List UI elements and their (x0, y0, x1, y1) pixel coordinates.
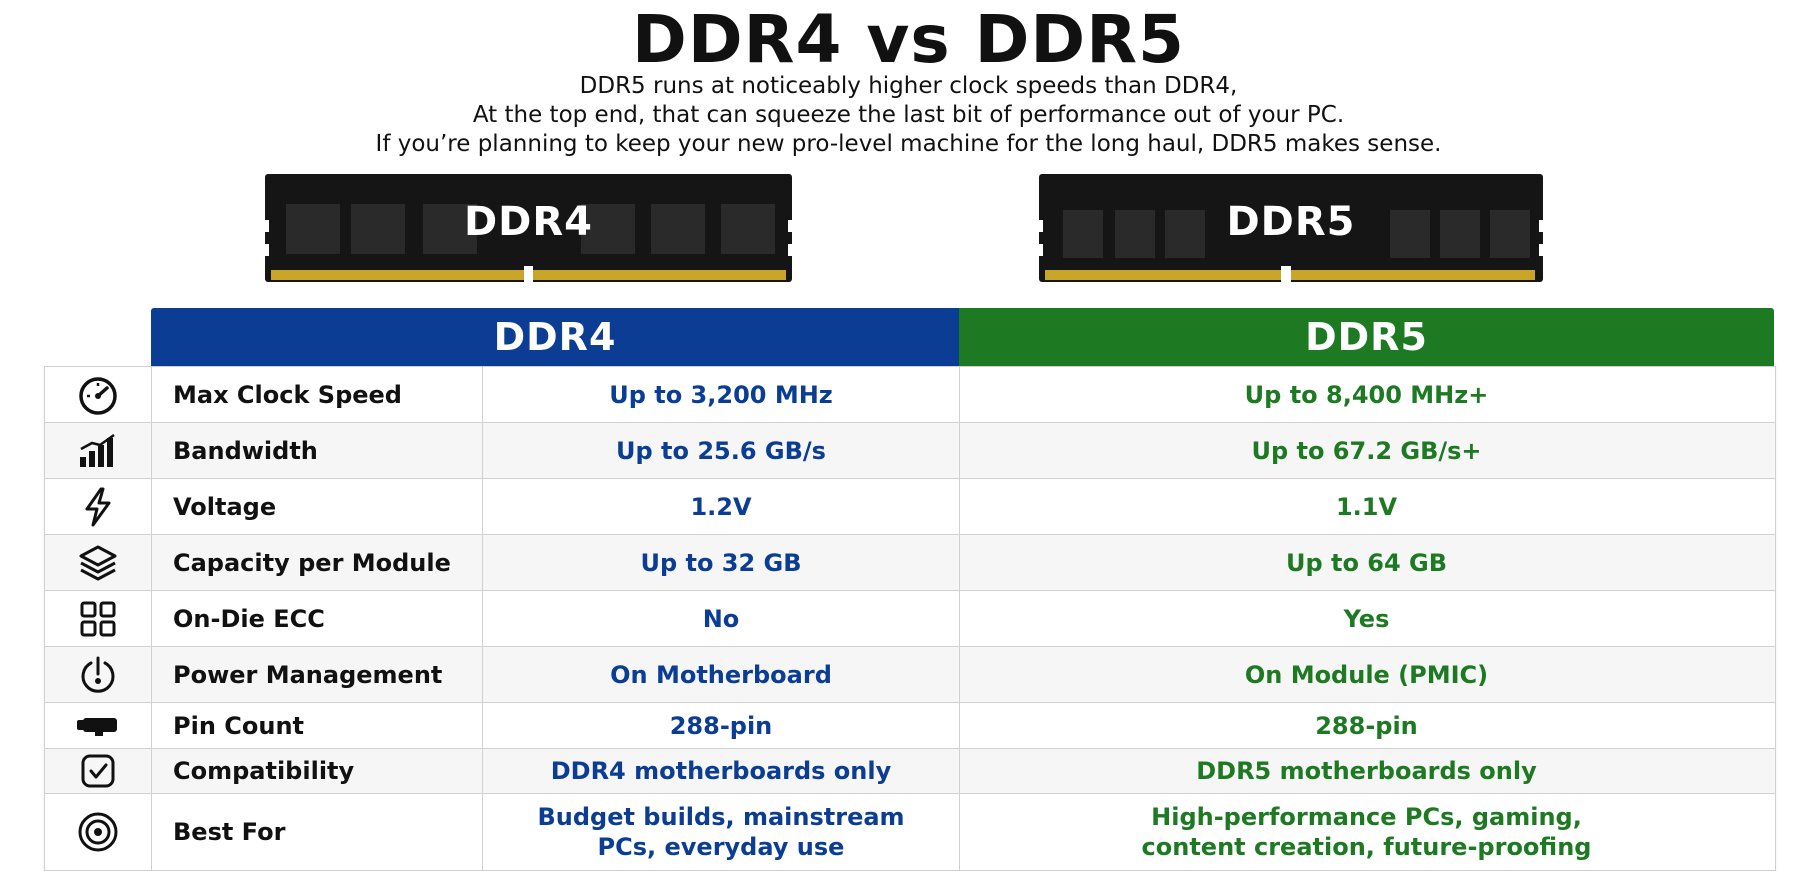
row-label: Bandwidth (152, 423, 483, 478)
ddr5-value: Up to 8,400 MHz+ (1244, 380, 1489, 409)
ddr4-value: Up to 3,200 MHz (483, 367, 960, 422)
layers-icon (45, 535, 152, 590)
checkbox-icon (45, 749, 152, 793)
ddr5-value: DDR5 motherboards only (1196, 757, 1537, 785)
grid-squares-icon (45, 591, 152, 646)
row-label: Pin Count (152, 703, 483, 748)
row-label: Capacity per Module (152, 535, 483, 590)
column-header-ddr5: DDR5 (959, 308, 1774, 366)
row-label: On-Die ECC (152, 591, 483, 646)
ddr5-value: Up to 67.2 GB/s+ (1251, 436, 1482, 465)
ddr5-value: High-performance PCs, gaming, content cr… (1141, 803, 1592, 861)
pin-connector-icon (45, 703, 152, 748)
table-row: Max Clock Speed Up to 3,200 MHz Up to 8,… (45, 366, 1775, 422)
table-row: On-Die ECC No Yes (45, 590, 1775, 646)
row-label: Max Clock Speed (152, 367, 483, 422)
table-row: Voltage 1.2V 1.1V (45, 478, 1775, 534)
ddr5-value: 1.1V (1335, 492, 1398, 521)
target-icon (45, 794, 152, 870)
table-row: Compatibility DDR4 motherboards only DDR… (45, 748, 1775, 793)
subtitle-line-3: If you’re planning to keep your new pro-… (375, 131, 1442, 157)
subtitle-line-2: At the top end, that can squeeze the las… (472, 102, 1345, 128)
ddr4-value: DDR4 motherboards only (483, 749, 960, 793)
subtitle: DDR5 runs at noticeably higher clock spe… (0, 72, 1817, 159)
ddr4-module-image: DDR4 (261, 172, 796, 292)
ddr5-module-label: DDR5 (1226, 199, 1356, 245)
row-label: Best For (152, 794, 483, 870)
column-header-ddr4: DDR4 (151, 308, 959, 366)
ddr4-value: 288-pin (483, 703, 960, 748)
comparison-table: Max Clock Speed Up to 3,200 MHz Up to 8,… (44, 366, 1776, 871)
ddr5-module-image: DDR5 (1035, 172, 1547, 292)
power-management-icon (45, 647, 152, 702)
page-title: DDR4 vs DDR5 (632, 1, 1185, 78)
subtitle-line-1: DDR5 runs at noticeably higher clock spe… (579, 73, 1238, 99)
speedometer-icon (45, 367, 152, 422)
ddr5-value: On Module (PMIC) (1244, 660, 1489, 689)
ddr5-value: Yes (1343, 604, 1390, 633)
table-row: Power Management On Motherboard On Modul… (45, 646, 1775, 702)
ddr4-value: Up to 25.6 GB/s (483, 423, 960, 478)
table-row: Best For Budget builds, mainstream PCs, … (45, 793, 1775, 870)
row-label: Power Management (152, 647, 483, 702)
ddr4-value: No (483, 591, 960, 646)
ddr5-value: Up to 64 GB (1285, 548, 1448, 577)
table-row: Bandwidth Up to 25.6 GB/s Up to 67.2 GB/… (45, 422, 1775, 478)
ddr4-value: Budget builds, mainstream PCs, everyday … (483, 794, 960, 870)
ddr4-module-label: DDR4 (463, 199, 594, 245)
ddr4-value: Up to 32 GB (483, 535, 960, 590)
row-label: Voltage (152, 479, 483, 534)
ddr4-value: On Motherboard (483, 647, 960, 702)
ddr4-value: 1.2V (483, 479, 960, 534)
lightning-icon (45, 479, 152, 534)
table-row: Capacity per Module Up to 32 GB Up to 64… (45, 534, 1775, 590)
table-row: Pin Count 288-pin 288-pin (45, 702, 1775, 748)
bandwidth-bars-icon (45, 423, 152, 478)
ddr5-value: 288-pin (1315, 711, 1418, 740)
row-label: Compatibility (152, 749, 483, 793)
